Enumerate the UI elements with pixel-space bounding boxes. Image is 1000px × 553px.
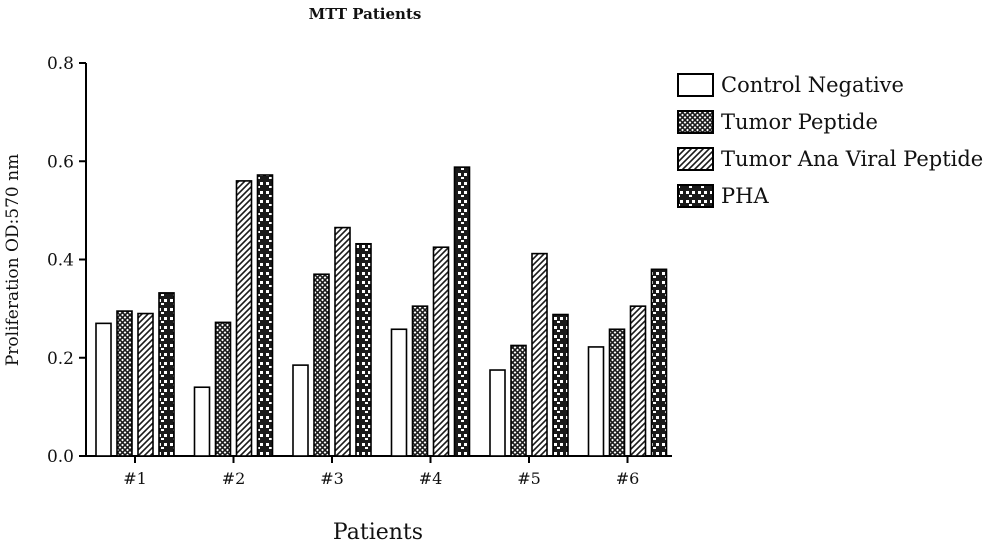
bar xyxy=(510,344,527,457)
legend-label: Tumor Ana Viral Peptide xyxy=(721,147,983,171)
y-tick-label: 0.0 xyxy=(47,447,74,467)
bar xyxy=(116,310,133,457)
bar xyxy=(193,386,211,457)
y-tick-label: 0.6 xyxy=(47,152,74,172)
y-tick-label: 0.2 xyxy=(47,349,74,369)
bar xyxy=(531,252,548,457)
x-tick-label: #6 xyxy=(616,469,640,488)
x-tick-label: #2 xyxy=(222,469,246,488)
legend-label: PHA xyxy=(721,184,769,208)
legend[interactable]: Control Negative Tumor Peptide Tumor Ana V… xyxy=(677,73,983,208)
x-tick-label: #1 xyxy=(123,469,147,488)
bar xyxy=(453,166,471,457)
bar xyxy=(137,312,154,457)
bar xyxy=(411,305,429,457)
bar xyxy=(256,174,274,457)
bar xyxy=(313,273,330,457)
x-axis-label: Patients xyxy=(333,520,423,545)
axes: 0.0 0.2 0.4 0.6 0.8 #1 #2 #3 #4 #5 #6 xyxy=(47,54,672,488)
y-axis-label: Proliferation OD:570 nm xyxy=(3,154,23,366)
bar xyxy=(587,346,605,457)
bar xyxy=(235,180,253,457)
legend-swatch xyxy=(677,147,714,171)
bar xyxy=(650,268,668,457)
bar xyxy=(334,226,351,457)
legend-label: Tumor Peptide xyxy=(721,110,878,134)
legend-swatch xyxy=(677,110,714,134)
y-tick-label: 0.8 xyxy=(47,54,74,74)
bar xyxy=(390,328,408,457)
bar xyxy=(355,242,372,457)
y-tick-label: 0.4 xyxy=(47,251,74,271)
bar xyxy=(552,313,569,457)
legend-swatch xyxy=(677,184,714,208)
bar xyxy=(629,305,647,457)
legend-label: Control Negative xyxy=(721,73,904,97)
bar xyxy=(292,364,309,457)
chart-title: MTT Patients xyxy=(309,5,422,23)
legend-swatch xyxy=(677,73,714,97)
x-tick-label: #5 xyxy=(517,469,541,488)
bar xyxy=(608,328,626,457)
bar xyxy=(432,246,450,457)
x-tick-label: #3 xyxy=(320,469,344,488)
bar xyxy=(214,321,232,457)
bar xyxy=(489,369,506,457)
x-tick-label: #4 xyxy=(419,469,443,488)
bars xyxy=(95,166,668,457)
bar xyxy=(95,322,112,457)
bar xyxy=(158,292,175,457)
